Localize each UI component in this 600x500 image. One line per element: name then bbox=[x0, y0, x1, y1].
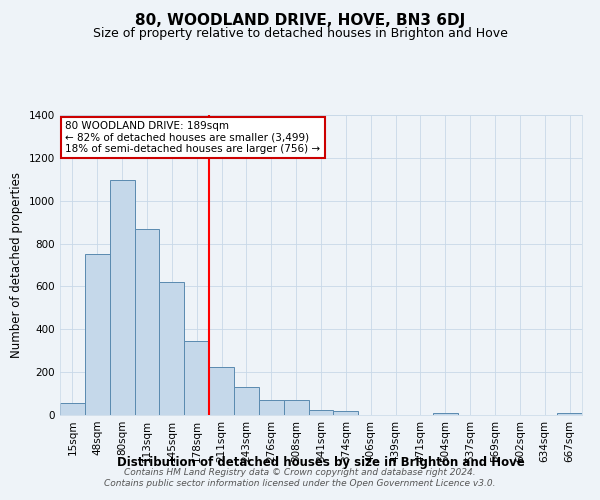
Text: 80 WOODLAND DRIVE: 189sqm
← 82% of detached houses are smaller (3,499)
18% of se: 80 WOODLAND DRIVE: 189sqm ← 82% of detac… bbox=[65, 121, 320, 154]
Bar bbox=[209, 367, 234, 415]
Bar bbox=[334, 411, 358, 415]
Text: Distribution of detached houses by size in Brighton and Hove: Distribution of detached houses by size … bbox=[117, 456, 525, 469]
Bar bbox=[308, 410, 334, 415]
Bar bbox=[60, 403, 85, 415]
Bar bbox=[134, 228, 160, 415]
Bar bbox=[433, 413, 458, 415]
Bar bbox=[259, 400, 284, 415]
Text: Contains HM Land Registry data © Crown copyright and database right 2024.
Contai: Contains HM Land Registry data © Crown c… bbox=[104, 468, 496, 487]
Text: 80, WOODLAND DRIVE, HOVE, BN3 6DJ: 80, WOODLAND DRIVE, HOVE, BN3 6DJ bbox=[135, 12, 465, 28]
Bar bbox=[557, 413, 582, 415]
Y-axis label: Number of detached properties: Number of detached properties bbox=[10, 172, 23, 358]
Text: Size of property relative to detached houses in Brighton and Hove: Size of property relative to detached ho… bbox=[92, 28, 508, 40]
Bar bbox=[234, 387, 259, 415]
Bar bbox=[184, 341, 209, 415]
Bar bbox=[110, 180, 134, 415]
Bar bbox=[160, 282, 184, 415]
Bar bbox=[284, 400, 308, 415]
Bar bbox=[85, 254, 110, 415]
